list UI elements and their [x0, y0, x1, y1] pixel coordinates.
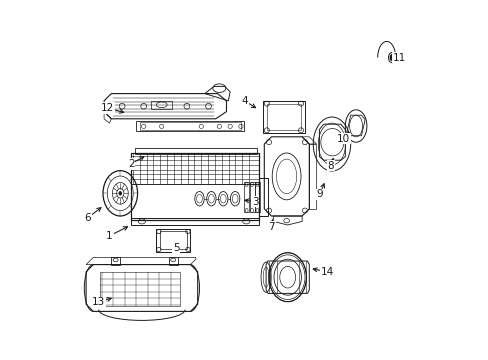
Text: 5: 5: [172, 243, 179, 253]
Bar: [101, 272, 179, 306]
Text: 7: 7: [267, 222, 274, 232]
Bar: [263, 101, 304, 133]
Text: 9: 9: [316, 189, 323, 199]
Bar: [249, 182, 254, 212]
Bar: [258, 178, 267, 216]
Bar: [244, 182, 249, 212]
Ellipse shape: [119, 192, 122, 195]
Bar: [136, 121, 244, 131]
Text: 13: 13: [92, 297, 105, 307]
Text: 4: 4: [241, 96, 247, 106]
Text: 3: 3: [251, 197, 258, 207]
Text: 1: 1: [106, 231, 113, 241]
Bar: [131, 153, 258, 220]
Bar: [131, 218, 258, 225]
Bar: [151, 101, 172, 109]
Text: 8: 8: [327, 161, 333, 171]
Bar: [156, 229, 190, 252]
Bar: [140, 122, 241, 130]
Text: 6: 6: [84, 213, 91, 223]
Bar: [134, 148, 257, 154]
Text: 10: 10: [336, 134, 349, 144]
Bar: [255, 182, 260, 212]
Bar: [266, 104, 301, 130]
Text: 12: 12: [101, 103, 114, 113]
Text: 2: 2: [127, 159, 134, 169]
Ellipse shape: [389, 54, 393, 61]
Text: 14: 14: [320, 267, 333, 277]
Bar: [160, 231, 186, 249]
Text: 11: 11: [392, 53, 405, 63]
